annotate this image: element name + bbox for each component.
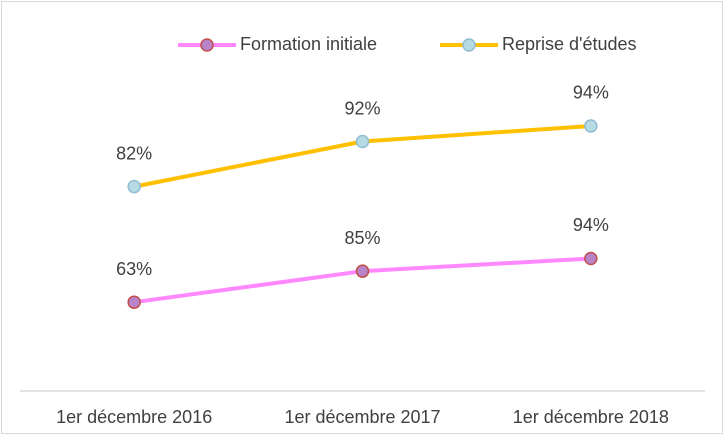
data-label: 63% bbox=[116, 259, 152, 279]
data-label: 92% bbox=[344, 98, 380, 118]
x-tick-label: 1er décembre 2016 bbox=[56, 407, 212, 427]
data-label: 94% bbox=[573, 215, 609, 235]
point-marker bbox=[584, 119, 598, 133]
legend-label: Formation initiale bbox=[240, 34, 377, 54]
point-marker bbox=[355, 264, 370, 278]
data-label: 94% bbox=[573, 83, 609, 103]
point-marker bbox=[584, 251, 598, 266]
legend-marker bbox=[462, 38, 476, 52]
point-marker bbox=[127, 179, 141, 194]
point-marker bbox=[355, 134, 370, 149]
data-label: 82% bbox=[116, 143, 152, 163]
x-tick-label: 1er décembre 2017 bbox=[284, 407, 440, 427]
point-marker bbox=[127, 295, 141, 309]
x-tick-label: 1er décembre 2018 bbox=[513, 407, 669, 427]
data-label: 85% bbox=[344, 228, 380, 248]
legend-label: Reprise d'études bbox=[502, 34, 637, 54]
legend-marker bbox=[200, 38, 214, 52]
